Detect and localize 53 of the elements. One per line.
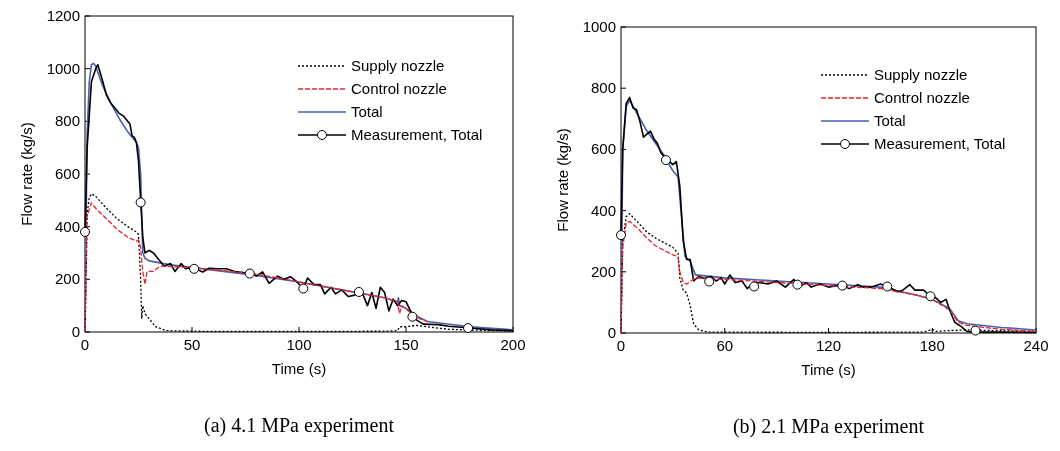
x-tick-label: 50 xyxy=(183,336,201,353)
x-tick-label: 180 xyxy=(919,337,945,354)
point xyxy=(463,323,474,334)
point xyxy=(407,311,418,322)
y-tick-label: 400 xyxy=(54,217,80,235)
point xyxy=(660,155,671,166)
x-axis-title: Time (s) xyxy=(801,361,856,378)
legend-label: Total xyxy=(874,112,906,129)
point xyxy=(189,263,200,274)
point xyxy=(704,276,715,287)
y-tick-label: 0 xyxy=(607,324,616,341)
y-tick-label: 800 xyxy=(590,79,616,97)
x-tick-label: 150 xyxy=(393,336,419,353)
point xyxy=(244,268,255,279)
legend-label: Supply nozzle xyxy=(351,57,445,74)
x-tick-label: 240 xyxy=(1023,337,1049,354)
legend-label: Measurement, Total xyxy=(874,135,1006,152)
legend-label: Supply nozzle xyxy=(874,66,968,83)
point xyxy=(970,325,981,336)
text: (a) 4.1 MPa experiment xyxy=(204,414,395,437)
line-series xyxy=(84,202,429,333)
x-axis-title: Time (s) xyxy=(271,360,327,377)
point xyxy=(616,230,626,241)
point xyxy=(135,197,146,208)
point xyxy=(882,281,893,292)
x-tick-label: 120 xyxy=(815,337,842,354)
x-tick-label: 200 xyxy=(500,336,526,353)
y-tick-label: 1000 xyxy=(46,59,80,77)
point xyxy=(792,279,803,290)
y-tick-label: 0 xyxy=(71,323,80,340)
y-tick-label: 400 xyxy=(590,201,616,219)
legend-label: Measurement, Total xyxy=(351,126,483,143)
point xyxy=(298,283,309,294)
y-axis-title: Flow rate (kg/s) xyxy=(554,128,571,232)
y-tick-label: 200 xyxy=(590,262,616,280)
y-tick-label: 600 xyxy=(54,165,80,182)
text: (b) 2.1 MPa experiment xyxy=(732,415,925,438)
y-tick-label: 200 xyxy=(54,270,80,288)
y-tick-label: 800 xyxy=(54,112,80,130)
x-tick-label: 100 xyxy=(286,336,312,353)
legend-label: Control nozzle xyxy=(351,80,447,97)
y-axis-title: Flow rate (kg/s) xyxy=(18,122,35,226)
point xyxy=(925,291,936,302)
legend-label: Total xyxy=(351,103,383,120)
y-tick-label: 600 xyxy=(590,140,616,158)
point xyxy=(80,226,90,237)
x-tick-label: 60 xyxy=(716,337,734,354)
point xyxy=(837,280,848,291)
y-tick-label: 1200 xyxy=(46,7,80,24)
y-tick-label: 1000 xyxy=(582,18,616,35)
point xyxy=(353,286,364,297)
legend-label: Control nozzle xyxy=(874,89,970,106)
point xyxy=(749,281,760,292)
